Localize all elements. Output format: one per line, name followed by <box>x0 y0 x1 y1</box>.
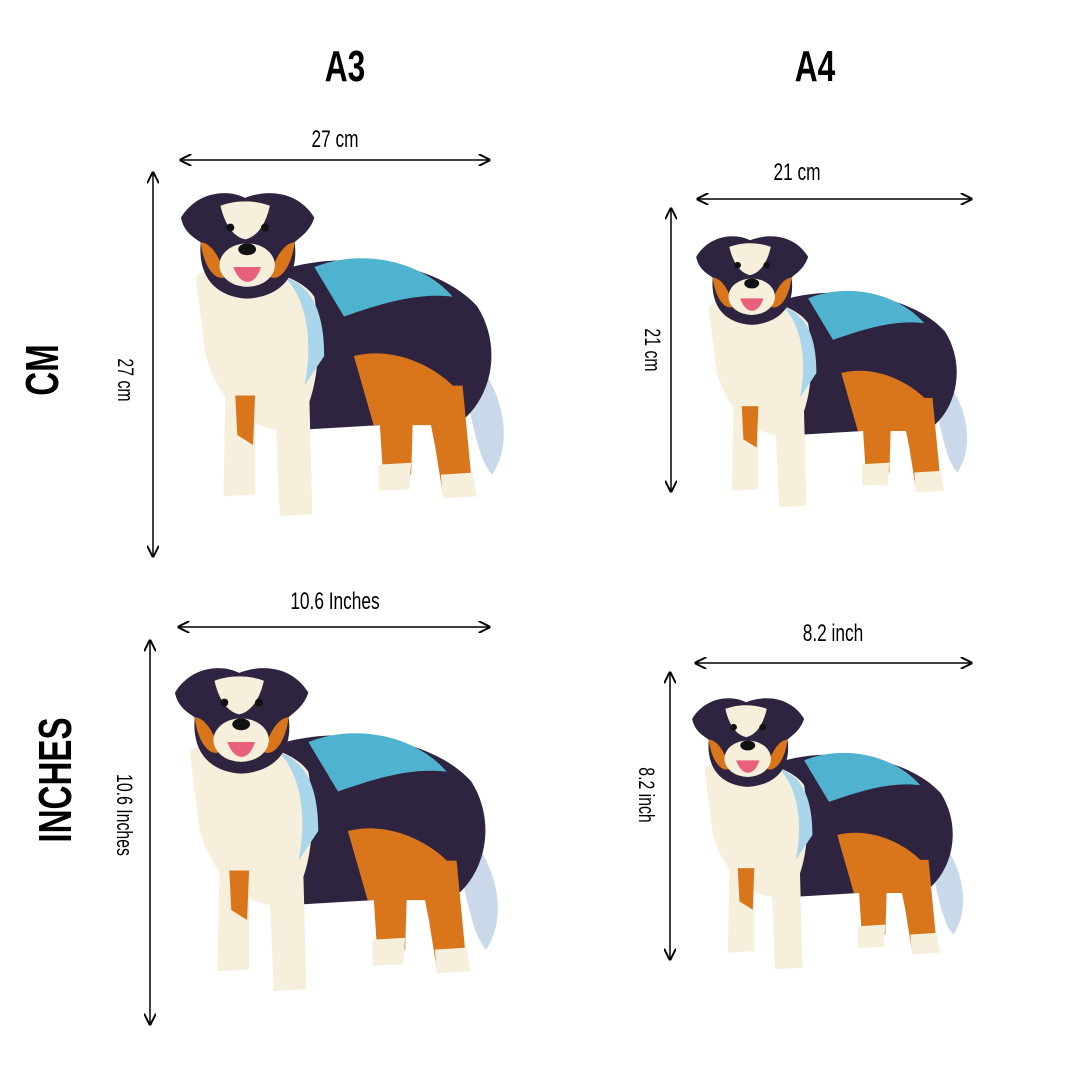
column-heading-a3: A3 <box>324 42 366 91</box>
dog-illustration-a4-cm <box>692 228 974 518</box>
dog-illustration-a3-inches <box>170 660 506 1002</box>
a4-cm-width-label: 21 cm <box>773 159 821 186</box>
dog-illustration-a3-cm <box>176 185 512 527</box>
a3-inches-height-label: 10.6 Inches <box>112 774 137 856</box>
a4-cm-height-label: 21 cm <box>640 328 665 372</box>
a4-inches-height-label: 8.2 inch <box>634 767 659 823</box>
dog-illustration-a4-inches <box>688 690 970 980</box>
column-heading-a4: A4 <box>794 42 836 91</box>
a3-inches-width-label: 10.6 Inches <box>290 588 380 615</box>
a3-cm-width-label: 27 cm <box>311 126 359 153</box>
a3-cm-height-label: 27 cm <box>113 358 138 402</box>
a4-inches-width-label: 8.2 inch <box>802 620 864 647</box>
